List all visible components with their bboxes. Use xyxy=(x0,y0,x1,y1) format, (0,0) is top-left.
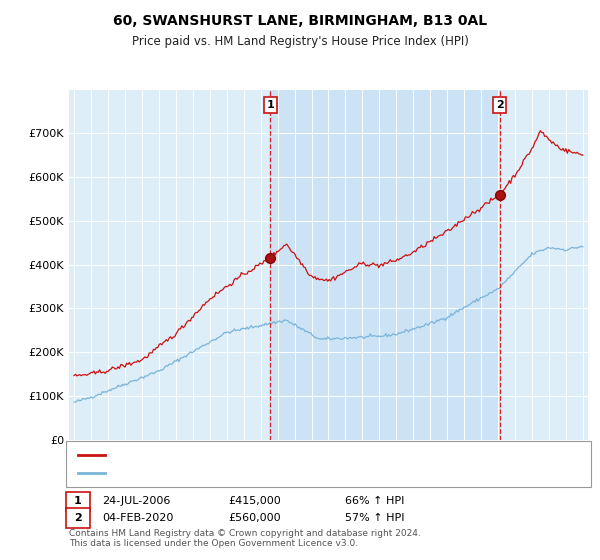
Text: 60, SWANSHURST LANE, BIRMINGHAM, B13 0AL: 60, SWANSHURST LANE, BIRMINGHAM, B13 0AL xyxy=(113,14,487,28)
Text: 60, SWANSHURST LANE, BIRMINGHAM, B13 0AL (detached house): 60, SWANSHURST LANE, BIRMINGHAM, B13 0AL… xyxy=(111,450,454,460)
Text: HPI: Average price, detached house, Birmingham: HPI: Average price, detached house, Birm… xyxy=(111,468,368,478)
Text: 24-JUL-2006: 24-JUL-2006 xyxy=(102,496,170,506)
Text: £415,000: £415,000 xyxy=(228,496,281,506)
Text: This data is licensed under the Open Government Licence v3.0.: This data is licensed under the Open Gov… xyxy=(69,539,358,548)
Text: 2: 2 xyxy=(74,513,82,523)
Text: 1: 1 xyxy=(74,496,82,506)
Text: 66% ↑ HPI: 66% ↑ HPI xyxy=(345,496,404,506)
Text: £560,000: £560,000 xyxy=(228,513,281,523)
Text: Price paid vs. HM Land Registry's House Price Index (HPI): Price paid vs. HM Land Registry's House … xyxy=(131,35,469,48)
Text: 57% ↑ HPI: 57% ↑ HPI xyxy=(345,513,404,523)
Text: 04-FEB-2020: 04-FEB-2020 xyxy=(102,513,173,523)
Text: 1: 1 xyxy=(266,100,274,110)
Text: Contains HM Land Registry data © Crown copyright and database right 2024.: Contains HM Land Registry data © Crown c… xyxy=(69,529,421,538)
Bar xyxy=(270,90,500,440)
Text: 2: 2 xyxy=(496,100,503,110)
